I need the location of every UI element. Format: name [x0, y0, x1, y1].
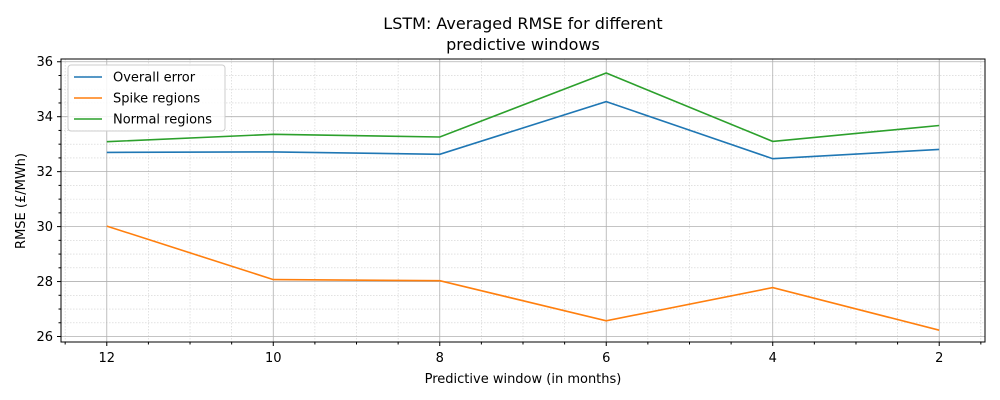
axis-ticks: [57, 61, 982, 346]
x-tick-label: 12: [99, 351, 116, 366]
legend-label-spike-regions: Spike regions: [113, 92, 200, 107]
x-axis-label: Predictive window (in months): [425, 372, 622, 387]
y-tick-label: 32: [36, 165, 53, 180]
y-tick-label: 36: [36, 55, 53, 70]
legend-box: [67, 64, 226, 132]
x-tick-label: 2: [935, 351, 943, 366]
x-tick-label: 10: [265, 351, 282, 366]
x-tick-label: 4: [769, 351, 777, 366]
x-tick-labels: 12 10 8 6 4 2: [99, 351, 944, 366]
chart-title-line-2: predictive windows: [446, 35, 600, 54]
series-line-overall-error: [106, 100, 940, 160]
y-axis-label: RMSE (£/MWh): [14, 153, 29, 249]
x-tick-label: 6: [602, 351, 610, 366]
legend-label-normal-regions: Normal regions: [113, 113, 212, 128]
y-tick-label: 34: [36, 110, 53, 125]
y-tick-label: 30: [36, 220, 53, 235]
legend: Overall error Spike regions Normal regions: [67, 64, 226, 132]
x-tick-label: 8: [436, 351, 444, 366]
series-line-normal-regions: [106, 72, 940, 143]
y-tick-label: 26: [36, 330, 53, 345]
legend-label-overall-error: Overall error: [113, 71, 196, 86]
series-layer: [106, 72, 940, 331]
chart-title-line-1: LSTM: Averaged RMSE for different: [383, 14, 662, 33]
y-tick-label: 28: [36, 275, 53, 290]
y-tick-labels: 26 28 30 32 34 36: [36, 55, 53, 345]
major-grid: [61, 59, 985, 342]
series-line-spike-regions: [106, 225, 940, 331]
